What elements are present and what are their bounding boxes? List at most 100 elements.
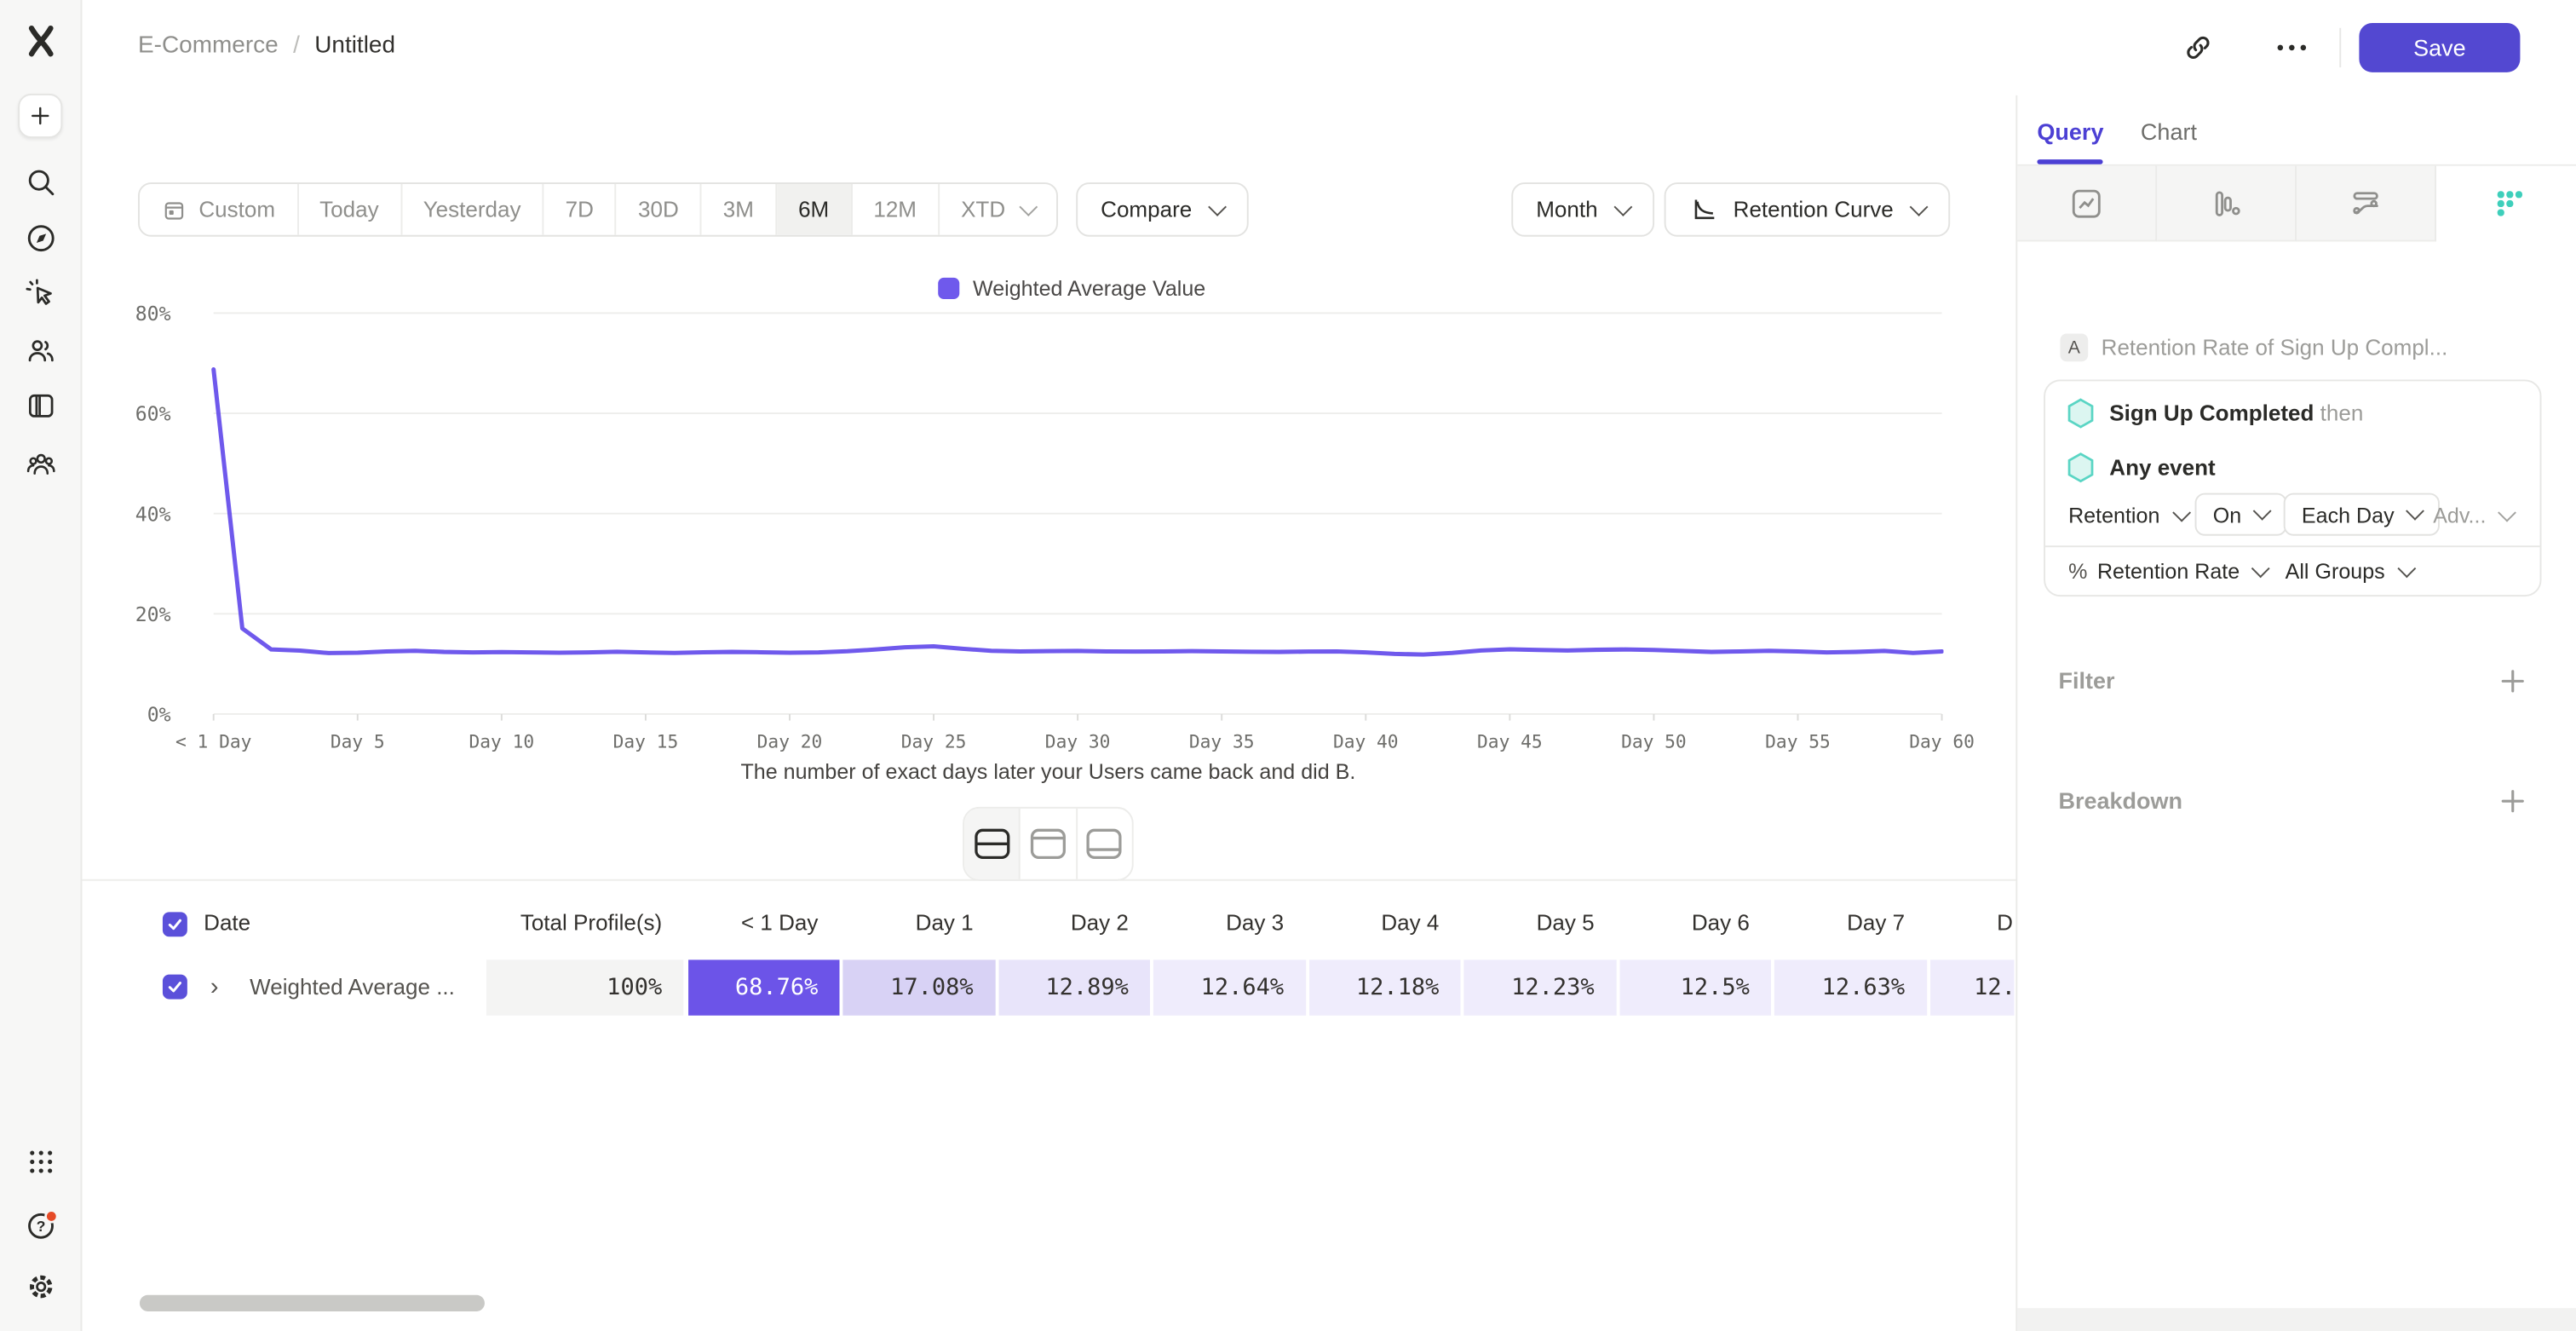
chevron-down-icon: [2171, 502, 2191, 521]
column-header-day5[interactable]: Day 5: [1536, 910, 1595, 936]
settings-gear-icon[interactable]: [25, 1270, 58, 1304]
event-a-label[interactable]: Sign Up Completed: [2109, 400, 2314, 426]
add-breakdown-button[interactable]: [2500, 789, 2525, 814]
chart-caption: The number of exact days later your User…: [740, 758, 1356, 784]
column-header-day4[interactable]: Day 4: [1381, 910, 1440, 936]
cell-day6[interactable]: 12.5%: [1619, 959, 1771, 1016]
groups-dropdown[interactable]: All Groups: [2286, 558, 2416, 584]
horizontal-scrollbar[interactable]: [139, 1294, 485, 1311]
cell-lt1day[interactable]: 68.76%: [687, 959, 840, 1016]
legend-swatch: [938, 277, 960, 299]
date-range-3m[interactable]: 3M: [702, 183, 778, 235]
date-range-yesterday[interactable]: Yesterday: [402, 183, 544, 235]
column-header-total-profiles[interactable]: Total Profile(s): [520, 910, 663, 936]
select-all-checkbox[interactable]: [162, 912, 187, 937]
cell-day3[interactable]: 12.64%: [1153, 959, 1306, 1016]
copy-link-icon[interactable]: [2182, 32, 2215, 65]
column-header-date[interactable]: Date: [204, 910, 251, 936]
chart-view-icon: [1030, 828, 1066, 859]
plus-icon: [32, 107, 49, 125]
panel-tabs-border: [2017, 164, 2576, 166]
funnels-icon: [2215, 190, 2240, 216]
chart-view-button[interactable]: [1021, 808, 1078, 879]
event-a-row[interactable]: Sign Up Completed then: [2109, 401, 2363, 426]
breadcrumb-project[interactable]: E-Commerce: [137, 32, 279, 60]
report-tab-retention-active[interactable]: [2436, 165, 2576, 242]
date-range-custom[interactable]: Custom: [140, 183, 299, 235]
date-range-xtd[interactable]: XTD: [940, 184, 1056, 235]
compare-button[interactable]: Compare: [1076, 182, 1248, 237]
cell-day5[interactable]: 12.23%: [1463, 959, 1616, 1016]
retention-line-chart[interactable]: [200, 312, 1944, 723]
cell-day4[interactable]: 12.18%: [1308, 959, 1461, 1016]
expand-chevron-icon[interactable]: ›: [210, 972, 219, 1001]
chevron-down-icon: [1908, 197, 1928, 216]
tab-chart[interactable]: Chart: [2140, 118, 2197, 145]
column-header-day6[interactable]: Day 6: [1691, 910, 1750, 936]
check-icon: [168, 982, 181, 993]
x-axis-tick-label: Day 50: [1621, 731, 1687, 753]
topbar-divider: [2339, 27, 2342, 68]
table-view-icon: [1087, 828, 1123, 859]
plus-icon: [2501, 790, 2524, 813]
cell-day8-clipped[interactable]: 12.: [1929, 959, 2015, 1016]
column-header-day7[interactable]: Day 7: [1847, 910, 1906, 936]
row-name: Weighted Average ...: [250, 974, 455, 1000]
retention-type-dropdown[interactable]: Retention: [2068, 502, 2191, 527]
cell-day7[interactable]: 12.63%: [1774, 959, 1927, 1016]
chart-legend[interactable]: Weighted Average Value: [200, 276, 1943, 301]
table-row[interactable]: › Weighted Average ... 100% 68.76% 17.08…: [82, 959, 2015, 1016]
date-range-today[interactable]: Today: [298, 183, 402, 235]
more-ellipsis-icon[interactable]: [2274, 39, 2307, 72]
step-title[interactable]: Retention Rate of Sign Up Compl...: [2101, 335, 2448, 360]
event-b-label[interactable]: Any event: [2109, 455, 2216, 481]
cell-day2[interactable]: 12.89%: [998, 959, 1150, 1016]
query-builder-card: [2044, 379, 2542, 597]
retention-dots-icon: [2496, 191, 2522, 216]
date-range-6m-selected[interactable]: 6M: [777, 183, 853, 235]
discover-compass-icon[interactable]: [25, 222, 58, 255]
x-axis-tick-label: Day 15: [612, 731, 679, 753]
column-header-day3[interactable]: Day 3: [1226, 910, 1285, 936]
date-range-7d[interactable]: 7D: [544, 183, 617, 235]
cohorts-group-icon[interactable]: [25, 447, 58, 481]
calendar-icon: [164, 201, 184, 219]
granularity-button[interactable]: Month: [1511, 182, 1654, 237]
row-checkbox[interactable]: [162, 974, 187, 1000]
table-view-button[interactable]: [1077, 809, 1131, 879]
chevron-down-icon: [1019, 197, 1038, 216]
advanced-dropdown[interactable]: Adv...: [2433, 502, 2517, 527]
cell-total-profiles[interactable]: 100%: [486, 959, 684, 1016]
users-icon[interactable]: [25, 333, 58, 366]
split-view-button[interactable]: [964, 808, 1021, 879]
breadcrumb-title[interactable]: Untitled: [314, 32, 396, 60]
each-day-dropdown[interactable]: Each Day: [2283, 493, 2441, 536]
search-icon[interactable]: [25, 166, 58, 199]
column-header-day2[interactable]: Day 2: [1070, 910, 1129, 936]
column-header-day8-clipped[interactable]: D: [1997, 910, 2013, 936]
create-button[interactable]: [18, 93, 63, 138]
save-button[interactable]: Save: [2359, 22, 2521, 72]
tab-query[interactable]: Query: [2037, 118, 2104, 145]
chart-type-button[interactable]: Retention Curve: [1664, 182, 1950, 237]
apps-grid-icon[interactable]: [25, 1145, 58, 1178]
check-icon: [168, 919, 181, 931]
chevron-down-icon: [2406, 501, 2425, 521]
report-tab-funnels[interactable]: [2157, 165, 2297, 242]
metric-dropdown[interactable]: % Retention Rate: [2068, 558, 2271, 584]
column-header-day1[interactable]: Day 1: [915, 910, 974, 936]
boards-icon[interactable]: [25, 389, 58, 423]
events-click-icon[interactable]: [25, 278, 58, 311]
add-filter-button[interactable]: [2500, 669, 2525, 694]
column-header-lt1day[interactable]: < 1 Day: [740, 910, 819, 936]
date-range-12m[interactable]: 12M: [852, 183, 940, 235]
help-icon[interactable]: ?: [25, 1207, 59, 1241]
cell-day1[interactable]: 17.08%: [842, 959, 995, 1016]
report-tab-insights[interactable]: [2017, 165, 2158, 242]
x-axis-tick-label: Day 35: [1188, 731, 1255, 753]
on-dropdown[interactable]: On: [2194, 493, 2288, 536]
date-range-30d[interactable]: 30D: [617, 183, 702, 235]
report-tab-flows[interactable]: [2297, 165, 2437, 242]
mixpanel-logo-icon[interactable]: [21, 21, 60, 60]
